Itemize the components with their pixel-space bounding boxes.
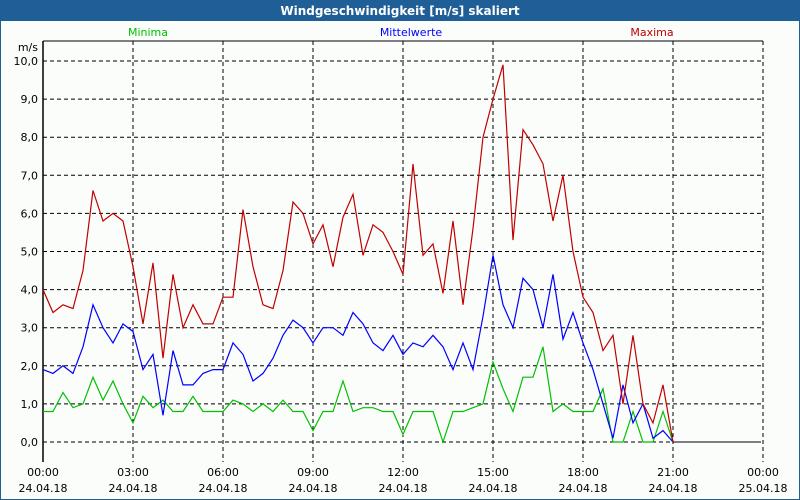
x-tick-time: 03:00: [117, 466, 149, 479]
y-tick-label: 10,0: [14, 55, 39, 68]
x-tick-time: 21:00: [657, 466, 689, 479]
y-tick-label: 4,0: [21, 284, 39, 297]
y-tick-label: 2,0: [21, 360, 39, 373]
legend-mittelwerte: Mittelwerte: [380, 26, 443, 39]
y-tick-label: 1,0: [21, 398, 39, 411]
x-tick-date: 24.04.18: [649, 482, 698, 495]
legend-maxima: Maxima: [630, 26, 673, 39]
x-tick-date: 24.04.18: [469, 482, 518, 495]
series-minima: [43, 346, 674, 444]
x-tick-time: 06:00: [207, 466, 239, 479]
y-tick-label: 8,0: [21, 131, 39, 144]
y-tick-label: 3,0: [21, 322, 39, 335]
chart-title: Windgeschwindigkeit [m/s] skaliert: [1, 1, 799, 21]
x-tick-time: 00:00: [27, 466, 59, 479]
x-tick-date: 24.04.18: [199, 482, 248, 495]
y-tick-label: 0,0: [21, 436, 39, 449]
y-tick-label: 7,0: [21, 169, 39, 182]
x-tick-time: 12:00: [387, 466, 419, 479]
x-tick-time: 09:00: [297, 466, 329, 479]
series-mittelwerte: [42, 255, 674, 443]
x-tick-date: 24.04.18: [559, 482, 608, 495]
y-tick-label: 5,0: [21, 246, 39, 259]
x-tick-time: 15:00: [477, 466, 509, 479]
series-maxima: [42, 64, 674, 443]
y-tick-label: 9,0: [21, 93, 39, 106]
x-tick-date: 24.04.18: [289, 482, 338, 495]
x-tick-time: 00:00: [747, 466, 779, 479]
wind-speed-chart: 0,0 1,0 2,0 3,0 4,0 5,0 6,0 7,0 8,0 9,0 10,0 00:00 2…: [14, 26, 788, 495]
x-tick-date: 24.04.18: [109, 482, 158, 495]
y-axis-label: m/s: [18, 41, 38, 54]
x-tick-time: 18:00: [567, 466, 599, 479]
y-tick-label: 6,0: [21, 207, 39, 220]
x-tick-date: 24.04.18: [379, 482, 428, 495]
legend-minima: Minima: [128, 26, 168, 39]
x-tick-date: 25.04.18: [739, 482, 788, 495]
x-tick-date: 24.04.18: [19, 482, 68, 495]
